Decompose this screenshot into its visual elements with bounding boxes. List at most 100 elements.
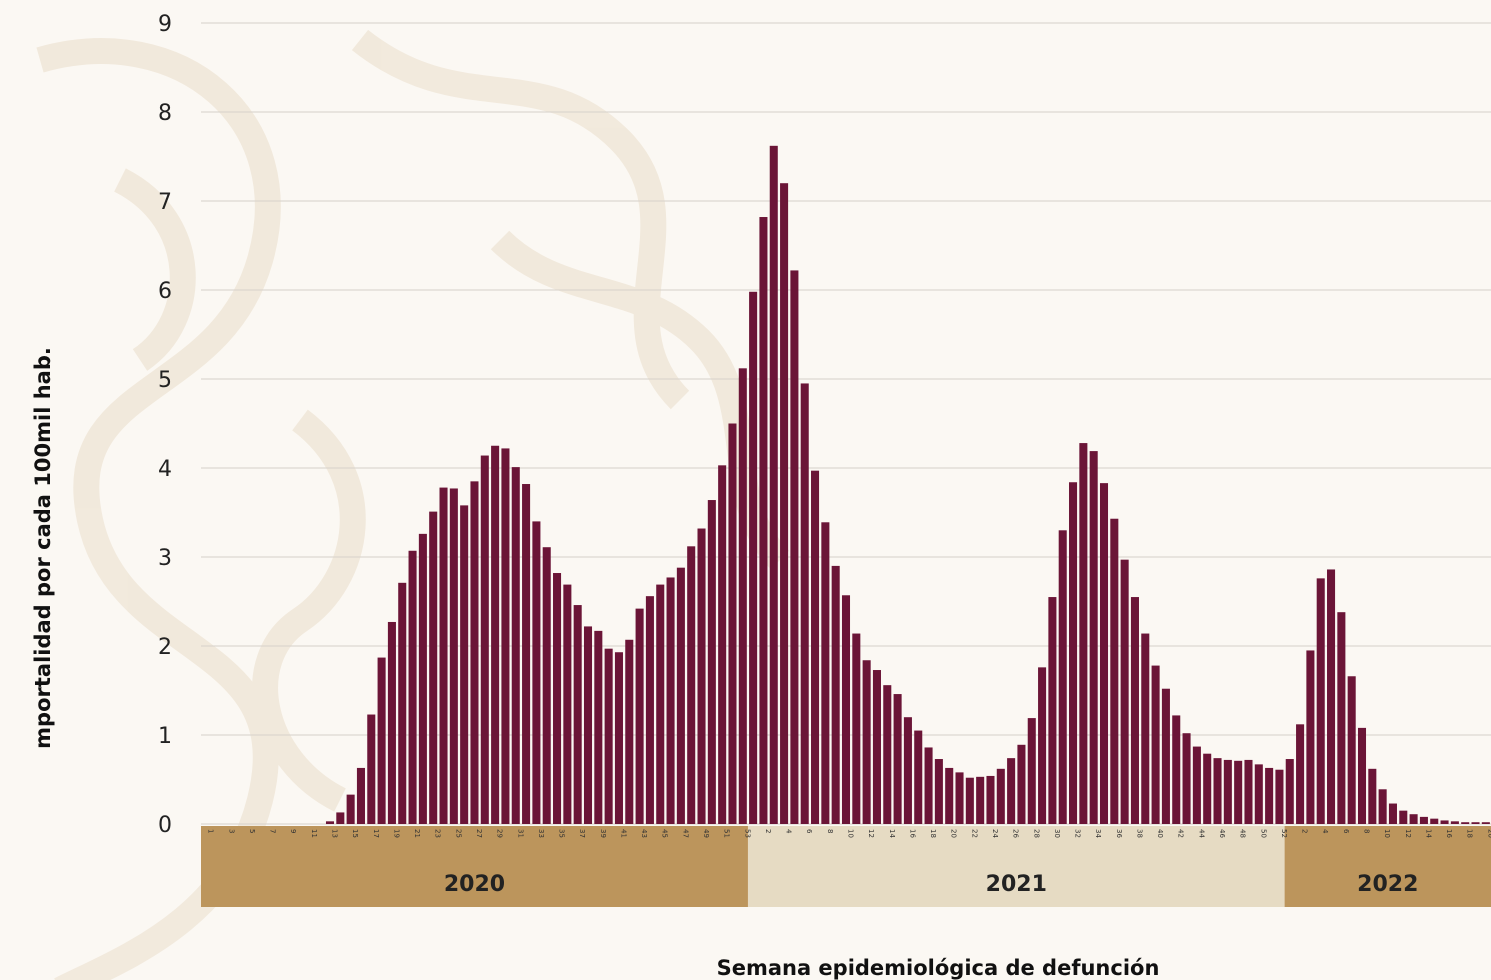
bar-week-84 bbox=[1058, 530, 1067, 824]
bar-week-116 bbox=[1388, 803, 1397, 824]
bar-week-96 bbox=[1182, 733, 1191, 824]
bar-week-53 bbox=[738, 368, 747, 824]
x-tick-label-58: 10 bbox=[1383, 829, 1391, 838]
bar-week-43 bbox=[635, 608, 644, 824]
x-tick-label-53: 52 bbox=[1280, 829, 1288, 838]
bar-week-104 bbox=[1265, 767, 1274, 824]
x-tick-label-60: 14 bbox=[1424, 829, 1432, 838]
bars bbox=[325, 145, 1490, 824]
x-tick-label-27: 53 bbox=[743, 829, 751, 838]
bar-week-125 bbox=[1481, 822, 1490, 824]
x-tick-label-8: 15 bbox=[351, 829, 359, 838]
x-tick-label-36: 18 bbox=[929, 829, 937, 838]
bar-week-114 bbox=[1368, 768, 1377, 824]
bar-week-52 bbox=[728, 423, 737, 824]
bar-week-72 bbox=[934, 759, 943, 824]
bar-week-26 bbox=[460, 505, 469, 824]
x-tick-label-44: 34 bbox=[1094, 829, 1102, 838]
x-tick-label-11: 21 bbox=[413, 829, 421, 838]
bar-week-54 bbox=[749, 291, 758, 824]
bar-week-76 bbox=[976, 776, 985, 824]
y-tick-label-6: 6 bbox=[158, 279, 172, 304]
x-tick-label-34: 14 bbox=[888, 829, 896, 838]
x-tick-label-9: 17 bbox=[372, 829, 380, 838]
y-axis-title: mportalidad por cada 100mil hab. bbox=[31, 347, 55, 749]
x-tick-label-33: 12 bbox=[867, 829, 875, 838]
bar-week-46 bbox=[666, 577, 675, 824]
bar-week-111 bbox=[1337, 612, 1346, 824]
bar-week-93 bbox=[1151, 665, 1160, 824]
bar-week-64 bbox=[852, 633, 861, 824]
bar-week-119 bbox=[1419, 816, 1428, 824]
x-tick-label-61: 16 bbox=[1445, 829, 1453, 838]
year-band-2022 bbox=[1284, 826, 1491, 907]
y-tick-label-8: 8 bbox=[158, 101, 172, 126]
year-bands: 2020 2021 2022 bbox=[201, 826, 1491, 907]
bar-week-51 bbox=[718, 465, 727, 824]
x-tick-label-32: 10 bbox=[847, 829, 855, 838]
y-tick-label-2: 2 bbox=[158, 635, 172, 660]
x-tick-label-10: 19 bbox=[392, 829, 400, 838]
bar-week-107 bbox=[1296, 724, 1305, 824]
bar-week-101 bbox=[1234, 760, 1243, 824]
x-tick-label-41: 28 bbox=[1032, 829, 1040, 838]
bar-week-109 bbox=[1316, 578, 1325, 824]
bar-week-71 bbox=[924, 747, 933, 824]
x-tick-label-5: 9 bbox=[289, 829, 297, 833]
bar-week-38 bbox=[583, 626, 593, 824]
y-tick-label-1: 1 bbox=[158, 724, 172, 749]
x-tick-label-25: 49 bbox=[702, 829, 710, 838]
bar-week-82 bbox=[1038, 667, 1047, 824]
x-tick-label-7: 13 bbox=[331, 829, 339, 838]
y-tick-label-3: 3 bbox=[158, 546, 172, 571]
x-axis-title: Semana epidemiológica de defunción bbox=[717, 956, 1160, 980]
x-tick-label-31: 8 bbox=[826, 829, 834, 833]
bar-week-15 bbox=[346, 794, 355, 824]
x-axis-ticks: 1 3 5 7 9 11 13 15 17 19 21 23 25 27 29 31 33 35 37 39 41 43 4… bbox=[207, 829, 1491, 838]
x-tick-label-2: 3 bbox=[227, 829, 235, 833]
bar-week-74 bbox=[955, 772, 964, 824]
bar-week-39 bbox=[594, 630, 603, 824]
x-tick-label-17: 33 bbox=[537, 829, 545, 838]
x-tick-label-24: 47 bbox=[681, 829, 689, 838]
x-tick-label-52: 50 bbox=[1259, 829, 1267, 838]
year-band-2020 bbox=[201, 826, 748, 907]
bar-week-90 bbox=[1120, 559, 1129, 824]
x-tick-label-6: 11 bbox=[310, 829, 318, 838]
x-tick-label-45: 36 bbox=[1115, 829, 1123, 838]
x-tick-label-38: 22 bbox=[970, 829, 978, 838]
bar-week-122 bbox=[1450, 821, 1459, 824]
bar-week-49 bbox=[697, 528, 706, 824]
bar-week-65 bbox=[862, 660, 871, 824]
bar-week-24 bbox=[439, 487, 448, 824]
x-tick-label-56: 6 bbox=[1342, 829, 1350, 834]
bar-week-32 bbox=[522, 484, 531, 824]
bar-week-88 bbox=[1099, 483, 1109, 824]
bar-week-25 bbox=[449, 488, 458, 824]
bar-week-99 bbox=[1213, 758, 1222, 824]
bar-week-42 bbox=[625, 639, 634, 824]
bar-week-30 bbox=[501, 448, 510, 824]
x-tick-label-21: 41 bbox=[619, 829, 627, 838]
bar-week-123 bbox=[1461, 822, 1470, 824]
x-tick-label-26: 51 bbox=[723, 829, 731, 838]
bar-week-69 bbox=[903, 717, 912, 824]
bar-week-31 bbox=[511, 467, 520, 824]
x-tick-label-28: 2 bbox=[764, 829, 772, 833]
x-tick-label-63: 20 bbox=[1486, 829, 1491, 838]
bar-week-47 bbox=[676, 567, 685, 824]
bar-week-87 bbox=[1089, 451, 1098, 824]
y-axis-ticks: 0 1 2 3 4 5 6 7 8 9 bbox=[158, 12, 172, 838]
bar-week-60 bbox=[811, 470, 820, 824]
bar-week-40 bbox=[604, 648, 613, 824]
bar-week-106 bbox=[1285, 759, 1294, 824]
bar-week-98 bbox=[1203, 753, 1212, 824]
x-tick-label-48: 42 bbox=[1177, 829, 1185, 838]
bar-week-19 bbox=[387, 621, 396, 824]
x-tick-label-4: 7 bbox=[269, 829, 277, 833]
bar-week-100 bbox=[1223, 759, 1232, 824]
bar-week-13 bbox=[325, 821, 335, 824]
bar-week-22 bbox=[418, 533, 427, 824]
bar-week-56 bbox=[769, 145, 778, 824]
x-tick-label-54: 2 bbox=[1301, 829, 1309, 833]
